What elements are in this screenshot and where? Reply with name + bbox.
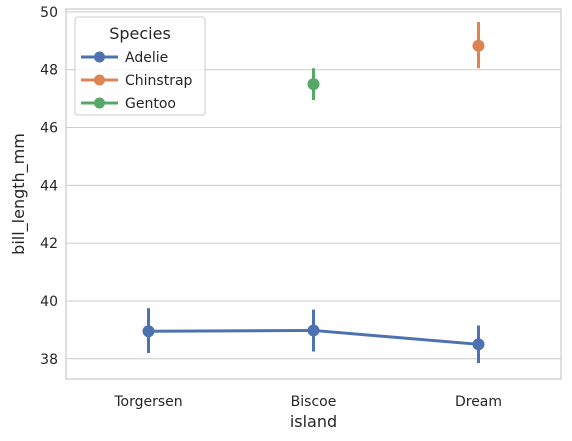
x-tick-label: Biscoe xyxy=(291,394,337,410)
point-gentoo xyxy=(307,78,320,91)
legend-label: Gentoo xyxy=(125,96,176,112)
y-tick-label: 48 xyxy=(40,63,58,79)
legend: Species Adelie Chinstrap Gentoo xyxy=(74,16,206,116)
data-marks xyxy=(142,22,485,364)
x-tick-label: Dream xyxy=(455,394,502,410)
legend-box xyxy=(74,16,206,116)
legend-marker-gentoo xyxy=(94,97,105,109)
x-axis-ticks: Torgersen Biscoe Dream xyxy=(113,394,502,410)
y-tick-label: 38 xyxy=(40,352,58,368)
legend-items: Adelie Chinstrap Gentoo xyxy=(81,50,193,112)
legend-label: Chinstrap xyxy=(125,73,193,89)
plot-frame xyxy=(65,8,562,380)
legend-marker-adelie xyxy=(94,51,105,63)
y-tick-label: 46 xyxy=(40,121,58,137)
y-axis-ticks: 38 40 42 44 46 48 50 xyxy=(40,5,58,368)
point-chinstrap xyxy=(472,39,485,52)
y-tick-label: 40 xyxy=(40,294,58,310)
y-tick-label: 42 xyxy=(40,236,58,252)
point-adelie xyxy=(472,338,485,351)
point-adelie xyxy=(142,325,155,338)
x-axis-label: island xyxy=(290,412,337,431)
legend-marker-chinstrap xyxy=(94,74,105,86)
legend-label: Adelie xyxy=(125,50,168,66)
y-axis-label: bill_length_mm xyxy=(9,133,29,255)
legend-title: Species xyxy=(109,24,171,43)
x-tick-label: Torgersen xyxy=(113,394,182,410)
y-tick-label: 44 xyxy=(40,178,58,194)
y-tick-label: 50 xyxy=(40,5,58,21)
point-adelie xyxy=(307,324,320,337)
